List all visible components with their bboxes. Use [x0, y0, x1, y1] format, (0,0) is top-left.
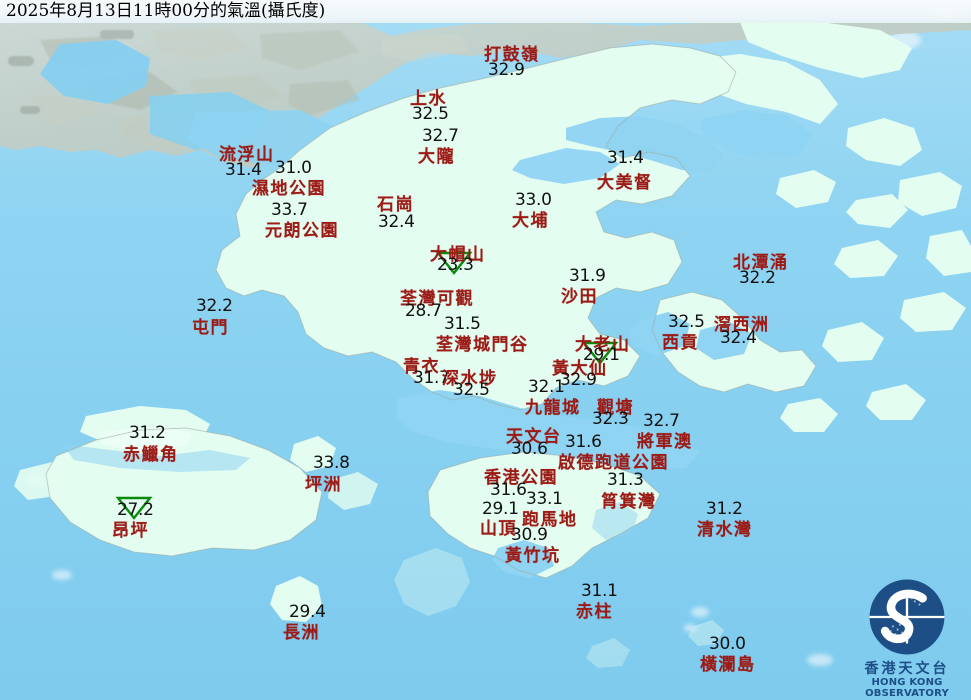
station-temperature-value: 28.7 [405, 301, 442, 321]
station-temperature-value: 31.2 [706, 499, 743, 519]
page-title: 2025年8月13日11時00分的氣溫(攝氏度) [6, 1, 326, 21]
station-temperature-value: 32.3 [592, 409, 629, 429]
station-name: 沙田 [561, 287, 598, 307]
station-name: 大老山 [575, 335, 631, 355]
station-temperature-value: 32.5 [453, 380, 490, 400]
station-temperature-value: 31.7 [413, 368, 450, 388]
station-name: 跑馬地 [522, 510, 578, 530]
station-temperature-value: 32.9 [488, 60, 525, 80]
station-temperature-value: 29.1 [482, 499, 519, 519]
station-name: 長洲 [283, 623, 320, 643]
station-name: 赤柱 [576, 602, 613, 622]
station-name: 九龍城 [525, 398, 581, 418]
station-temperature-value: 30.6 [511, 439, 548, 459]
station-temperature-value: 29.4 [289, 602, 326, 622]
station-temperature-value: 33.1 [526, 489, 563, 509]
station-temperature-value: 31.5 [444, 314, 481, 334]
station-name: 打鼓嶺 [484, 45, 540, 65]
land-layer [216, 22, 971, 410]
station-temperature-value: 23.3 [437, 255, 474, 275]
station-temperature-value: 32.1 [528, 377, 565, 397]
coastline-layer [45, 43, 817, 579]
station-temperature-value: 31.1 [581, 581, 618, 601]
station-temperature-value: 32.9 [560, 370, 597, 390]
station-name: 濕地公園 [252, 179, 326, 199]
station-temperature-value: 33.7 [271, 200, 308, 220]
station-temperature-value: 32.5 [668, 312, 705, 332]
station-name: 元朗公園 [265, 221, 339, 241]
station-temperature-value: 32.4 [378, 212, 415, 232]
station-name: 流浮山 [219, 145, 275, 165]
station-temperature-value: 31.4 [225, 160, 262, 180]
station-temperature-value: 29.1 [583, 345, 620, 365]
station-name: 黃竹坑 [505, 546, 561, 566]
station-temperature-value: 31.4 [607, 148, 644, 168]
station-name: 昂坪 [112, 521, 149, 541]
station-name: 山頂 [480, 519, 517, 539]
title-bar [0, 0, 971, 23]
station-name: 石崗 [377, 195, 414, 215]
station-temperature-value: 31.9 [569, 266, 606, 286]
station-temperature-value: 30.0 [709, 634, 746, 654]
station-name: 西貢 [662, 333, 699, 353]
station-name: 荃灣可觀 [400, 289, 474, 309]
station-name: 赤鱲角 [123, 445, 179, 465]
station-temperature-value: 32.2 [739, 268, 776, 288]
logo-name-cn: 香港天文台 [864, 661, 950, 677]
satellite-mainland-layer [0, 22, 971, 168]
station-name: 香港公園 [484, 468, 558, 488]
station-name: 屯門 [192, 318, 229, 338]
station-name: 北潭涌 [733, 253, 789, 273]
station-name: 大帽山 [430, 245, 486, 265]
station-temperature-value: 31.6 [490, 480, 527, 500]
station-temperature-value: 32.5 [412, 104, 449, 124]
lantau-layer [14, 406, 724, 668]
hko-logo: 香港天文台 HONG KONG OBSERVATORY [848, 578, 966, 699]
station-temperature-value: 32.2 [196, 296, 233, 316]
station-temperature-value: 32.4 [720, 328, 757, 348]
station-name: 大隴 [418, 147, 455, 167]
station-temperature-value: 30.9 [511, 525, 548, 545]
logo-name-en: HONG KONG OBSERVATORY [865, 677, 949, 699]
station-name: 啟德跑道公園 [558, 453, 669, 473]
station-name: 滘西洲 [714, 315, 770, 335]
station-name: 坪洲 [305, 475, 342, 495]
station-name: 天文台 [506, 427, 562, 447]
station-temperature-value: 31.3 [607, 470, 644, 490]
station-temperature-value: 31.0 [275, 158, 312, 178]
station-temperature-value: 32.7 [643, 411, 680, 431]
station-name: 黃大仙 [552, 359, 608, 379]
station-name: 橫瀾島 [700, 655, 756, 675]
station-name: 大埔 [512, 211, 549, 231]
station-name: 深水埗 [442, 369, 498, 389]
hko-emblem-icon [869, 579, 945, 655]
station-temperature-value: 27.2 [117, 500, 154, 520]
station-name: 清水灣 [697, 520, 753, 540]
hk-island-layer [394, 390, 700, 616]
station-temperature-value: 31.2 [129, 423, 166, 443]
station-temperature-value: 31.6 [565, 432, 602, 452]
station-name: 上水 [410, 89, 447, 109]
station-name: 筲箕灣 [601, 492, 657, 512]
station-name: 觀塘 [597, 398, 634, 418]
station-name: 青衣 [403, 357, 440, 377]
station-name: 將軍澳 [637, 432, 693, 452]
station-temperature-value: 32.7 [422, 126, 459, 146]
sai-kung-layer [628, 292, 926, 432]
station-name: 大美督 [597, 173, 653, 193]
station-temperature-value: 33.8 [313, 453, 350, 473]
station-name: 荃灣城門谷 [436, 335, 529, 355]
station-temperature-value: 33.0 [515, 190, 552, 210]
